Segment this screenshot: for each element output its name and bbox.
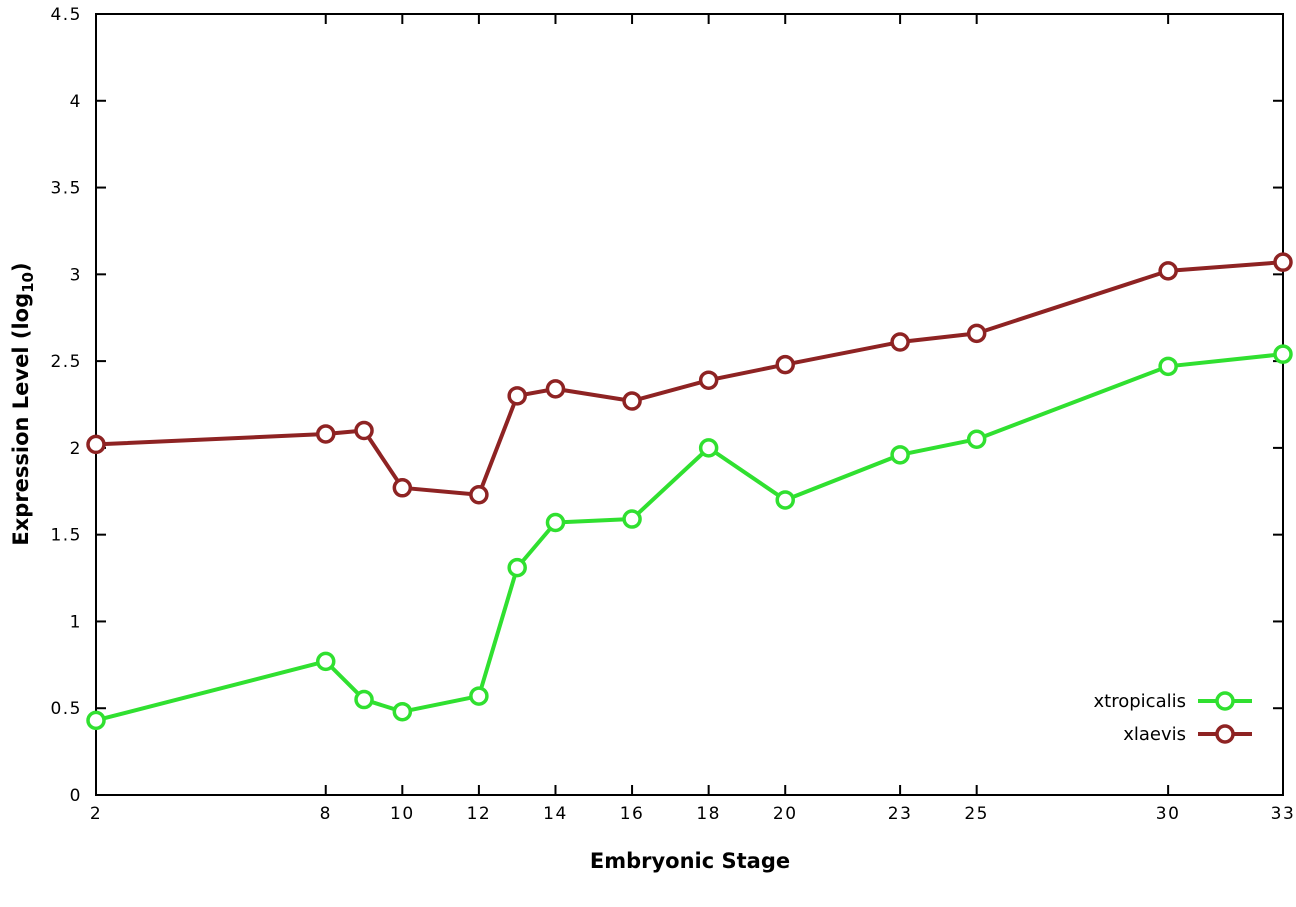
plot-layer: 2 8 10 12 14 16 18 20 23 25 30 33 0 0.5 1 1.5 2 2.5 3 3.5 4 4… (50, 5, 1296, 824)
data-point-xtropicalis (392, 701, 413, 722)
x-axis-label: Embryonic Stage (590, 849, 790, 873)
y-axis-label-close: ) (9, 262, 33, 272)
series-line-xtropicalis (94, 352, 1285, 723)
data-point-xlaevis (890, 332, 910, 352)
x-tick-label: 8 (320, 804, 332, 824)
x-tick-label: 33 (1271, 804, 1296, 824)
data-point-xlaevis (698, 370, 719, 390)
y-tick-label: 0.5 (50, 699, 82, 719)
x-tick-label: 25 (964, 804, 989, 824)
data-point-xlaevis (354, 420, 374, 441)
y-tick-label: 4 (70, 92, 82, 112)
data-point-xlaevis (1158, 261, 1178, 281)
data-point-xlaevis (392, 478, 413, 498)
data-point-xlaevis (622, 391, 642, 411)
y-tick-label: 4.5 (50, 5, 82, 25)
y-tick-label: 1.5 (50, 526, 82, 546)
y-axis-label: Expression Level (log10) (9, 262, 37, 545)
y-tick-label: 3.5 (50, 179, 82, 199)
y-tick-label: 3 (70, 265, 82, 285)
y-tick-label: 1 (70, 612, 82, 632)
series-line-xlaevis (94, 260, 1285, 497)
data-point-xlaevis (1273, 252, 1293, 272)
y-axis-label-subscript: 10 (19, 272, 37, 293)
data-point-xlaevis (775, 354, 795, 375)
data-point-xlaevis (966, 323, 987, 344)
data-point-xlaevis (507, 386, 527, 406)
y-tick-label: 2.5 (50, 352, 82, 372)
data-point-xlaevis (545, 379, 566, 399)
y-axis-label-main: Expression Level (log (9, 293, 33, 546)
legend-sample-marker-xtropicalis (1215, 691, 1235, 711)
data-point-xlaevis (86, 434, 106, 455)
x-tick-label: 23 (888, 804, 913, 824)
data-point-xtropicalis (1273, 344, 1293, 364)
x-tick-label: 2 (90, 804, 102, 824)
data-point-xtropicalis (1158, 356, 1178, 377)
data-point-xlaevis (469, 484, 489, 505)
x-tick-label: 18 (696, 804, 721, 824)
legend: xtropicalis xlaevis (1094, 691, 1252, 745)
data-point-xtropicalis (545, 512, 566, 533)
x-tick-label: 16 (620, 804, 645, 824)
data-point-xtropicalis (698, 438, 719, 458)
data-point-xtropicalis (622, 509, 642, 529)
x-tick-label: 10 (390, 804, 415, 824)
data-point-xlaevis (315, 424, 336, 444)
data-point-xtropicalis (354, 689, 374, 710)
data-point-xtropicalis (507, 557, 527, 578)
legend-label-xtropicalis: xtropicalis (1094, 691, 1186, 712)
data-point-xtropicalis (315, 651, 336, 672)
data-point-xtropicalis (890, 445, 910, 465)
x-tick-label: 14 (543, 804, 568, 824)
data-point-xtropicalis (86, 710, 106, 731)
data-point-xtropicalis (966, 429, 987, 449)
legend-sample-marker-xlaevis (1215, 724, 1235, 744)
legend-label-xlaevis: xlaevis (1123, 724, 1186, 745)
data-point-xtropicalis (469, 686, 489, 706)
data-point-xtropicalis (775, 490, 795, 510)
x-tick-label: 20 (773, 804, 798, 824)
x-tick-label: 12 (467, 804, 492, 824)
plot-border (95, 13, 1284, 796)
x-tick-label: 30 (1156, 804, 1181, 824)
y-tick-label: 2 (70, 439, 82, 459)
y-tick-label: 0 (70, 786, 82, 806)
